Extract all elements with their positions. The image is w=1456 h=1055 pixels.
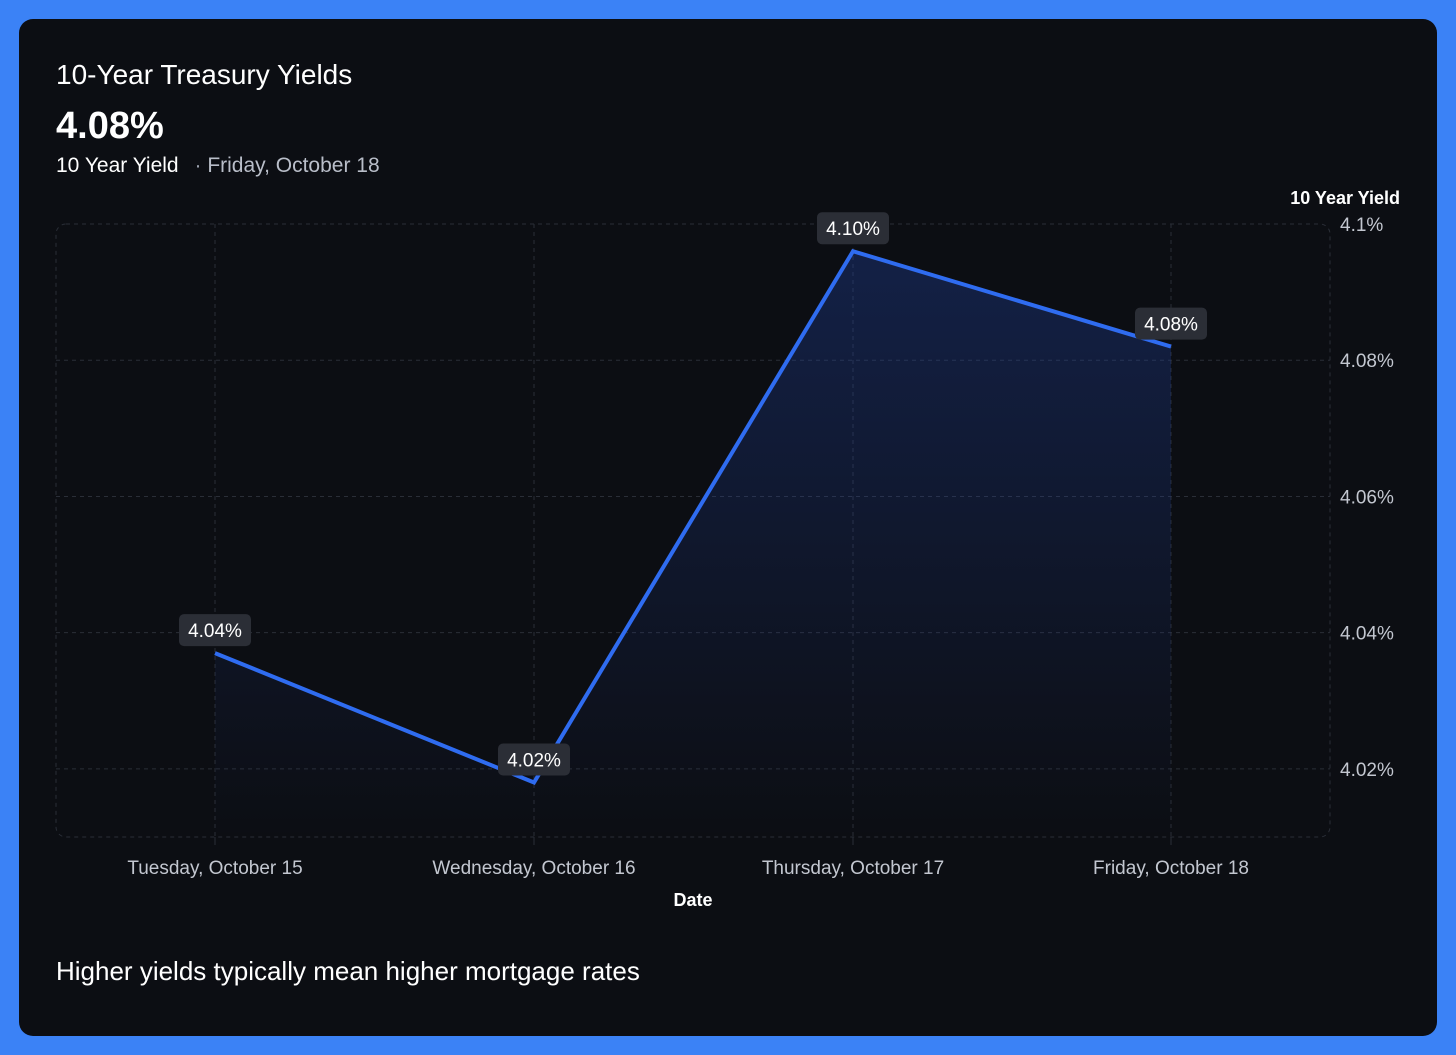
x-axis-title: Date xyxy=(673,890,712,910)
data-label: 4.02% xyxy=(507,751,561,772)
data-point[interactable] xyxy=(847,245,859,257)
footer-note: Higher yields typically mean higher mort… xyxy=(56,956,640,986)
y-tick-label: 4.06% xyxy=(1340,487,1394,508)
y-tick-label: 4.02% xyxy=(1340,760,1394,781)
selected-date-label: Friday, October 18 xyxy=(207,154,380,177)
x-tick-label: Wednesday, October 16 xyxy=(432,858,635,879)
separator-dot: · xyxy=(194,154,202,177)
x-tick-label: Thursday, October 17 xyxy=(762,858,944,879)
y-tick-label: 4.1% xyxy=(1340,215,1383,236)
data-label-background xyxy=(498,743,570,776)
data-point[interactable] xyxy=(528,777,540,789)
y-tick-label: 4.04% xyxy=(1340,624,1394,645)
series-line-10-year-yield[interactable] xyxy=(214,248,1172,786)
data-point[interactable] xyxy=(209,647,221,659)
chart-card: 10-Year Treasury Yields 4.08% 10 Year Yi… xyxy=(19,19,1437,1036)
x-tick-label: Tuesday, October 15 xyxy=(127,858,302,879)
yield-line-chart[interactable]: 4.04% 4.02% 4.10% 4.08% 4.02% 4.04% 4.06% 4.08… xyxy=(19,19,1437,919)
data-label-background xyxy=(817,212,889,245)
chart-title: 10-Year Treasury Yields xyxy=(56,59,353,90)
data-label-background xyxy=(179,614,251,647)
y-tick-label: 4.08% xyxy=(1340,351,1394,372)
yield-subtitle: 10 Year Yield · Friday, October 18 xyxy=(56,154,380,178)
data-label: 4.04% xyxy=(188,621,242,642)
series-area-fill xyxy=(215,251,1171,837)
x-tick-label: Friday, October 18 xyxy=(1093,858,1249,879)
data-label: 4.10% xyxy=(826,219,880,240)
data-label: 4.08% xyxy=(1144,315,1198,336)
y-axis-title: 10 Year Yield xyxy=(1290,188,1400,208)
metric-label: 10 Year Yield xyxy=(56,154,179,177)
data-label-background xyxy=(1135,307,1207,340)
current-yield-value: 4.08% xyxy=(56,105,164,147)
data-point[interactable] xyxy=(1165,341,1177,353)
